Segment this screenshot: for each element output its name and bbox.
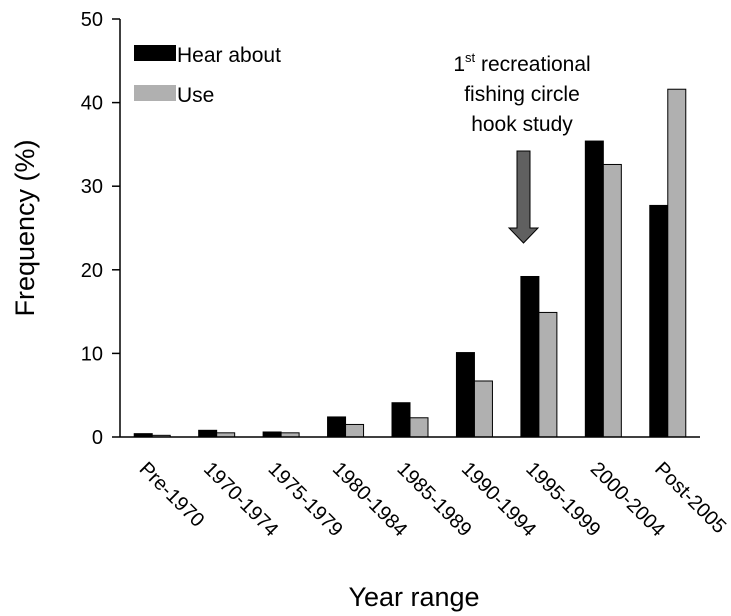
annotation-line-1: 1st recreational: [453, 50, 590, 76]
bar-hear-about-1970-1974: [198, 429, 218, 438]
bar-use-1990-1994: [473, 380, 493, 438]
bar-use-1995-1999: [538, 311, 558, 438]
legend-swatch-use: [134, 85, 176, 101]
bar-hear-about-1975-1979: [262, 431, 282, 438]
bar-use-1985-1989: [409, 417, 429, 438]
legend-swatch-hear-about: [134, 45, 176, 61]
annotation-line-2: fishing circle: [464, 83, 580, 106]
y-tick-label: 10: [81, 343, 103, 365]
bar-hear-about-1985-1989: [391, 402, 411, 438]
down-arrow-icon: [507, 150, 540, 244]
y-tick-label: 40: [81, 93, 103, 115]
y-tick-label: 30: [81, 176, 103, 198]
bar-use-2000-2004: [602, 163, 622, 438]
bar-hear-about-post-2005: [649, 204, 669, 438]
x-ticks-group: Pre-19701970-19741975-19791980-19841985-…: [135, 458, 731, 541]
bar-use-post-2005: [667, 88, 687, 438]
bar-hear-about-1995-1999: [520, 275, 540, 438]
y-tick-label: 0: [92, 427, 103, 449]
annotation: 1st recreational fishing circle hook stu…: [453, 50, 591, 244]
annotation-line-1-superscript: st: [465, 50, 476, 65]
axes-group: [119, 19, 700, 438]
annotation-line-1-rest: recreational: [475, 53, 591, 76]
bar-use-1980-1984: [345, 423, 365, 438]
bar-hear-about-1980-1984: [327, 416, 347, 438]
y-ticks-group: 0 10 20 30 40 50: [81, 9, 120, 449]
bars-group: [133, 88, 687, 438]
annotation-line-1-number: 1: [453, 53, 465, 76]
x-tick-label-pre-1970: Pre-1970: [135, 458, 209, 532]
legend-label-use: Use: [177, 84, 214, 107]
bar-hear-about-1990-1994: [455, 352, 475, 438]
annotation-line-3: hook study: [471, 113, 573, 136]
y-tick-label: 20: [81, 260, 103, 282]
x-axis-title: Year range: [348, 582, 479, 612]
legend-label-hear-about: Hear about: [177, 44, 281, 67]
y-axis-title: Frequency (%): [10, 139, 40, 316]
legend: Hear about Use: [134, 44, 281, 107]
bar-hear-about-2000-2004: [584, 140, 604, 438]
y-tick-label: 50: [81, 9, 103, 31]
